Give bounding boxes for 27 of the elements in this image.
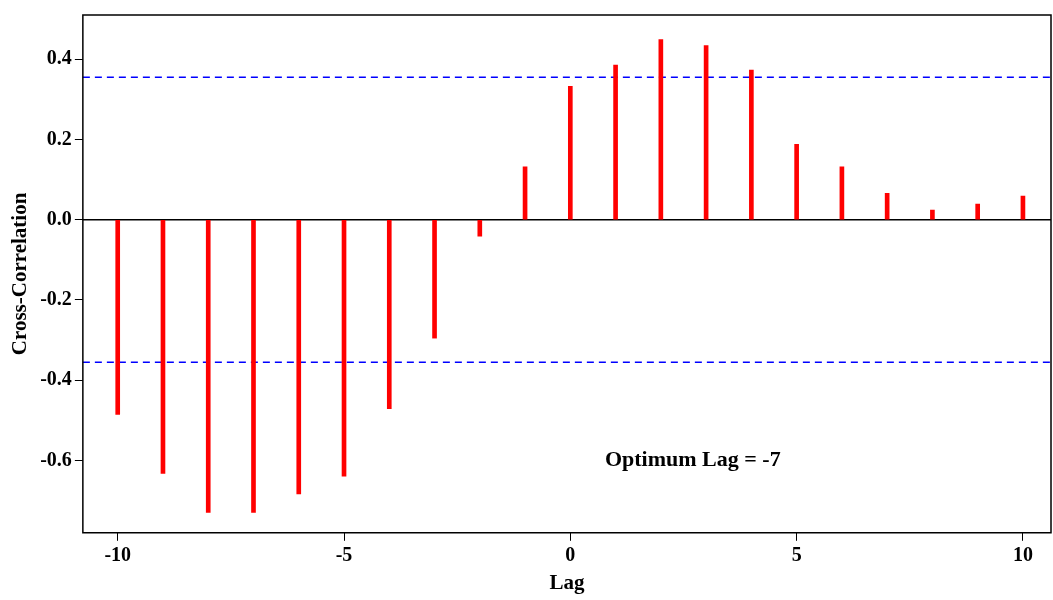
y-tick-label: 0.4	[46, 46, 72, 69]
bar	[251, 219, 256, 513]
y-tick-label: -0.6	[40, 447, 72, 470]
bar	[296, 219, 302, 495]
bar	[568, 86, 573, 220]
y-axis-title: Cross-Correlation	[7, 192, 32, 356]
bar	[115, 219, 121, 415]
x-tick-label: 0	[565, 542, 576, 565]
bar	[975, 203, 981, 220]
y-tick-label: -0.4	[40, 367, 72, 390]
bar	[386, 219, 392, 410]
y-tick-label: -0.2	[40, 287, 72, 310]
bar	[432, 219, 437, 339]
y-tick-label: 0.2	[46, 126, 72, 149]
x-tick-label: 5	[791, 542, 802, 565]
bar	[794, 143, 799, 220]
x-tick-label: -5	[335, 542, 353, 565]
y-tick-label: 0.0	[46, 206, 72, 229]
bar	[930, 209, 935, 220]
annotation: Optimum Lag = -7	[604, 446, 781, 471]
bar	[205, 219, 211, 513]
x-tick-label: -10	[104, 542, 132, 565]
x-axis-title: Lag	[549, 569, 585, 594]
bar	[749, 69, 754, 220]
bar	[477, 219, 483, 237]
x-tick-label: 10	[1012, 542, 1033, 565]
bar	[613, 64, 618, 220]
